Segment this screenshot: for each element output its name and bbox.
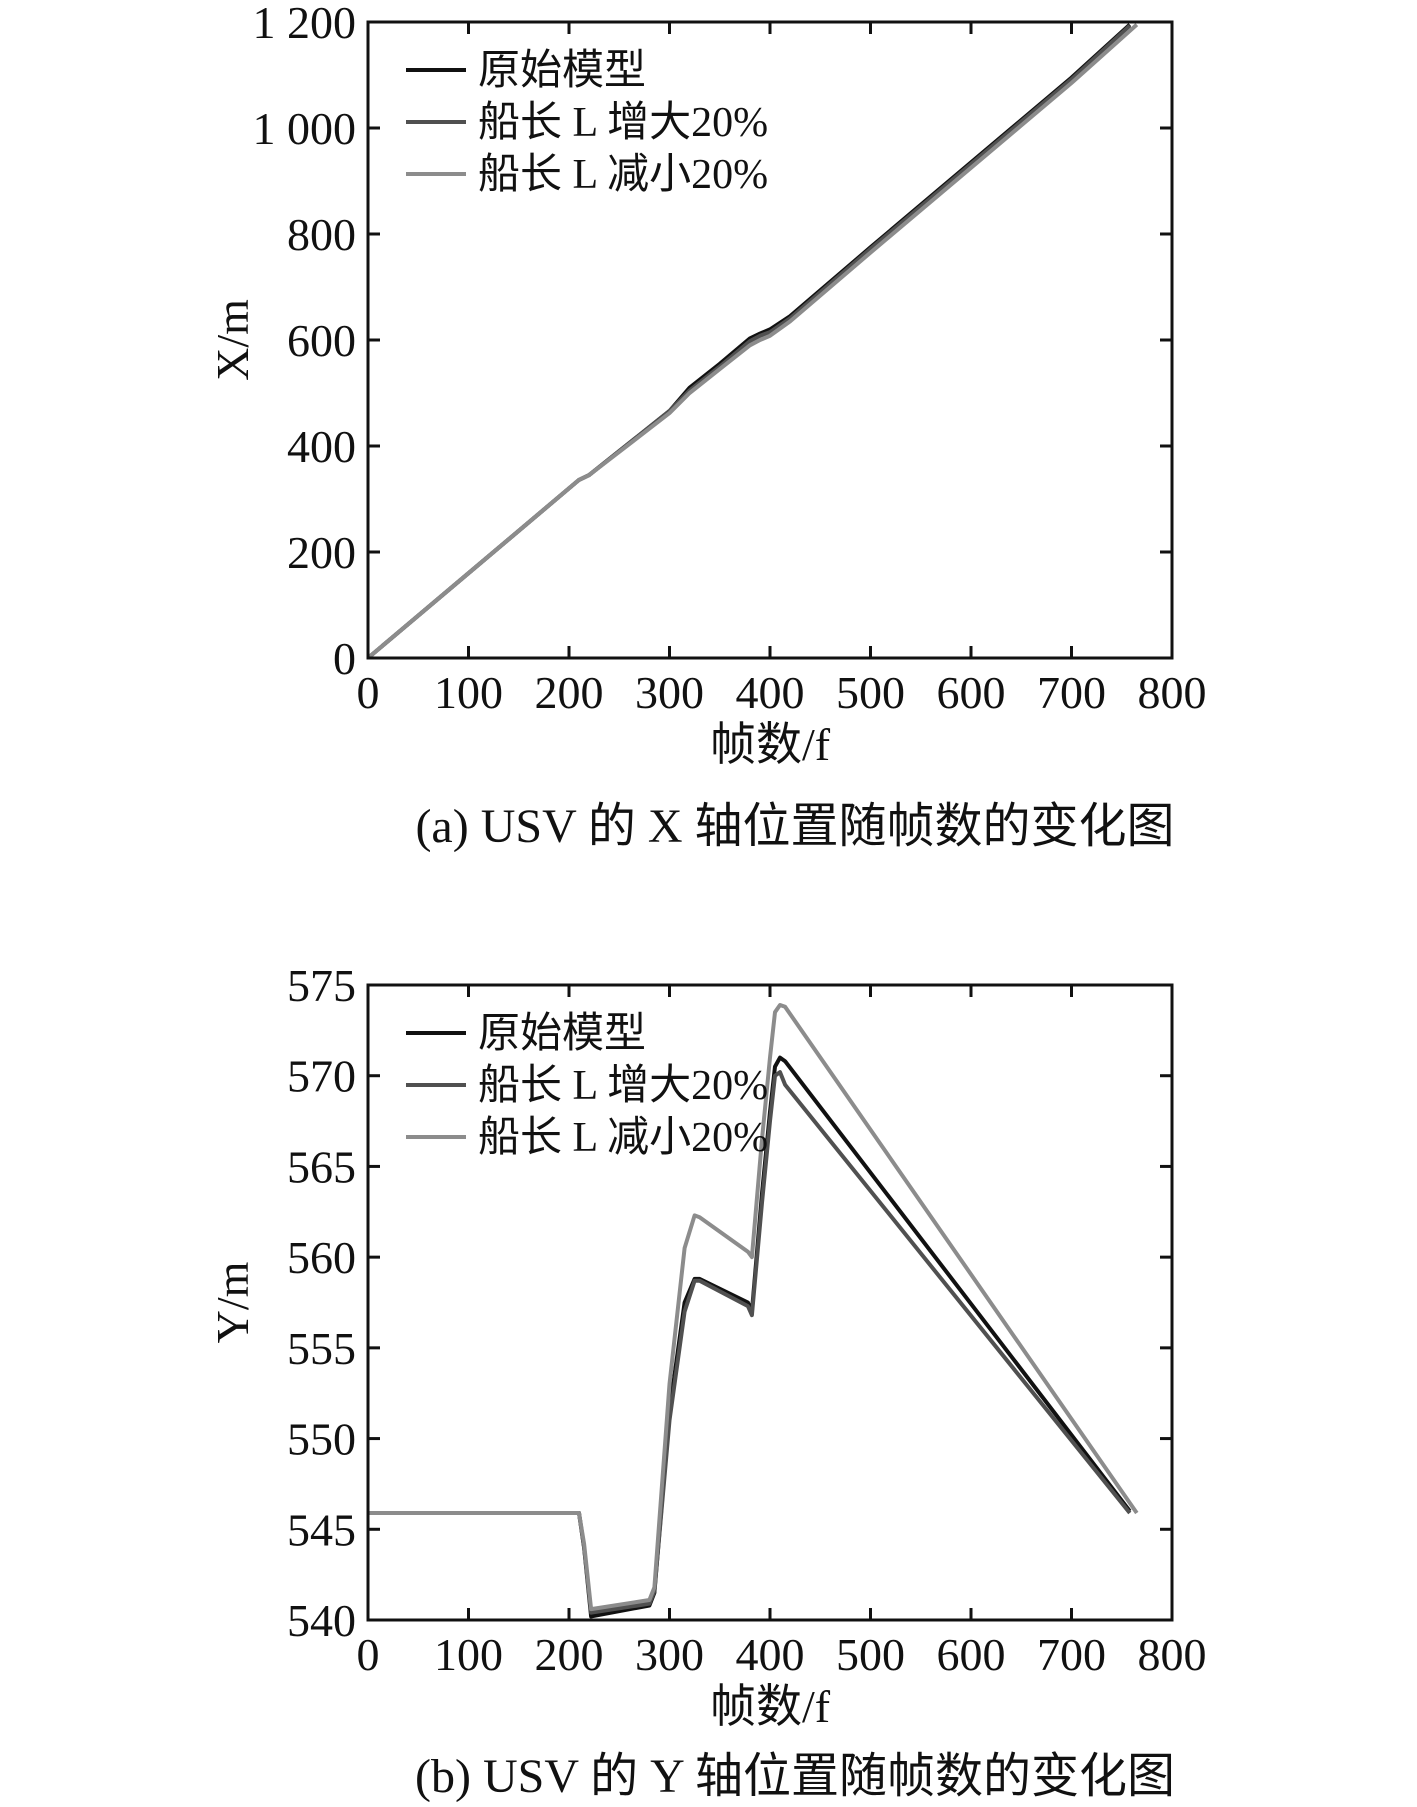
chart-x-position: 0 100 200 300 400 500 600 700 800 0 200 400 600 800 1 … [207, 0, 1207, 853]
legend-entry-1: 原始模型 [478, 48, 646, 94]
x-tick-label: 500 [836, 1629, 905, 1680]
legend-entry-3: 船长 L 减小20% [478, 152, 768, 198]
x-tick-label: 600 [937, 667, 1006, 718]
y-tick-label: 575 [287, 960, 356, 1011]
y-tick-label: 0 [333, 633, 356, 684]
x-tick-label: 300 [635, 667, 704, 718]
y-tick-label: 800 [287, 209, 356, 260]
x-tick-label: 400 [736, 667, 805, 718]
y-tick-label: 200 [287, 527, 356, 578]
y-tick-label: 1 000 [253, 103, 357, 154]
x-tick-label: 800 [1138, 667, 1207, 718]
y-tick-label: 1 200 [253, 0, 357, 48]
legend-entry-2: 船长 L 增大20% [478, 100, 768, 146]
x-tick-label: 800 [1138, 1629, 1207, 1680]
y-tick-label: 565 [287, 1141, 356, 1192]
figure-caption: (a) USV 的 X 轴位置随帧数的变化图 [415, 800, 1174, 853]
series-line-3 [366, 23, 1139, 660]
legend-entry-1: 原始模型 [478, 1011, 646, 1057]
x-tick-label: 600 [937, 1629, 1006, 1680]
y-tick-label: 560 [287, 1232, 356, 1283]
y-tick-label: 570 [287, 1051, 356, 1102]
x-tick-label: 100 [434, 667, 503, 718]
figure-caption: (b) USV 的 Y 轴位置随帧数的变化图 [415, 1750, 1175, 1803]
y-tick-label: 550 [287, 1414, 356, 1465]
y-axis-label: X/m [207, 299, 258, 381]
legend-entry-3: 船长 L 减小20% [478, 1115, 768, 1161]
x-tick-label: 200 [535, 1629, 604, 1680]
x-tick-label: 300 [635, 1629, 704, 1680]
y-tick-label: 600 [287, 315, 356, 366]
y-axis-label: Y/m [207, 1261, 258, 1343]
x-axis-label: 帧数/f [710, 719, 831, 770]
x-axis-label: 帧数/f [710, 1681, 831, 1732]
x-tick-label: 0 [357, 667, 380, 718]
y-tick-label: 400 [287, 421, 356, 472]
x-tick-label: 700 [1037, 667, 1106, 718]
series-line-3 [368, 1003, 1139, 1612]
x-tick-label: 200 [535, 667, 604, 718]
chart-y-position: 0 100 200 300 400 500 600 700 800 540 545 550 555 560… [207, 960, 1207, 1803]
y-tick-label: 555 [287, 1323, 356, 1374]
x-tick-label: 700 [1037, 1629, 1106, 1680]
y-tick-label: 540 [287, 1595, 356, 1646]
x-tick-label: 400 [736, 1629, 805, 1680]
x-tick-label: 0 [357, 1629, 380, 1680]
x-tick-label: 500 [836, 667, 905, 718]
x-tick-label: 100 [434, 1629, 503, 1680]
legend-entry-2: 船长 L 增大20% [478, 1063, 768, 1109]
y-tick-label: 545 [287, 1504, 356, 1555]
